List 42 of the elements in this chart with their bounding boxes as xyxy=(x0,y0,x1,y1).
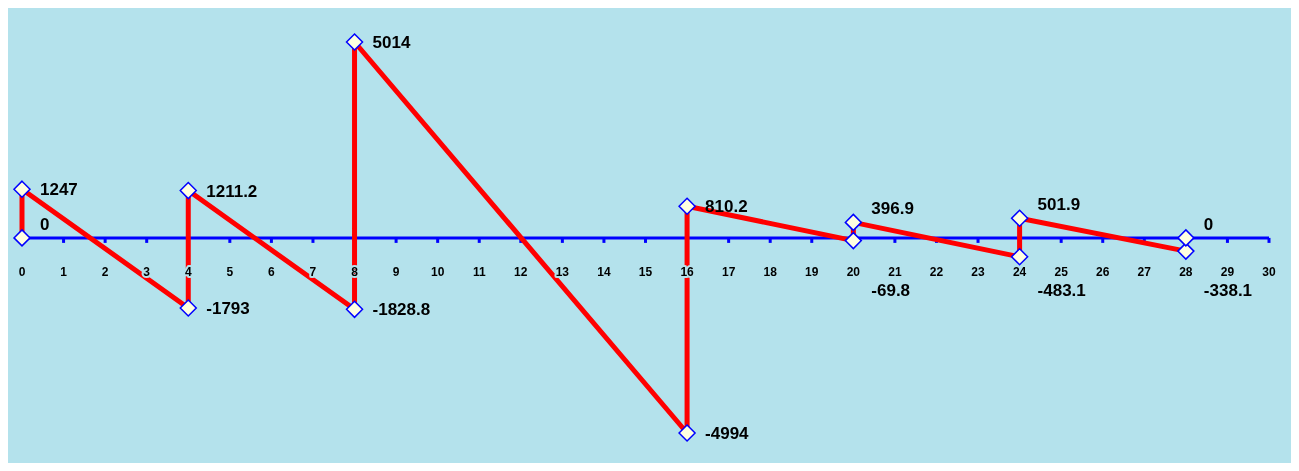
x-tick-label: 2 xyxy=(101,264,109,279)
x-tick-label: 20 xyxy=(846,264,861,279)
data-label: -69.8 xyxy=(871,280,911,300)
x-tick-label: 18 xyxy=(763,264,778,279)
x-tick-label: 15 xyxy=(638,264,653,279)
data-label: -483.1 xyxy=(1037,280,1086,300)
x-tick-label: 25 xyxy=(1054,264,1069,279)
data-label: 810.2 xyxy=(705,197,748,217)
data-label: 1247 xyxy=(40,180,78,200)
data-label: 1211.2 xyxy=(206,181,258,201)
x-tick-label: 5 xyxy=(226,264,234,279)
x-tick-label: 23 xyxy=(971,264,986,279)
data-label: 0 xyxy=(1203,214,1214,234)
x-tick-label: 22 xyxy=(929,264,944,279)
x-tick-label: 13 xyxy=(555,264,570,279)
x-tick-label: 29 xyxy=(1220,264,1235,279)
x-tick-label: 12 xyxy=(514,264,528,279)
x-tick-label: 19 xyxy=(805,264,819,279)
x-tick-label: 17 xyxy=(721,264,736,279)
x-tick-label: 3 xyxy=(143,264,151,279)
x-tick-label: 30 xyxy=(1262,264,1276,279)
x-tick-label: 14 xyxy=(597,264,611,279)
data-label: -338.1 xyxy=(1203,280,1253,300)
x-tick-label: 7 xyxy=(309,264,317,279)
data-label: 501.9 xyxy=(1037,195,1081,215)
x-tick-label: 1 xyxy=(60,264,68,279)
x-tick-label: 11 xyxy=(472,264,486,279)
x-tick-label: 21 xyxy=(888,264,902,279)
data-label: -4994 xyxy=(705,424,750,443)
x-tick-label: 6 xyxy=(268,264,276,279)
x-tick-label: 28 xyxy=(1179,264,1193,279)
x-tick-label: 0 xyxy=(18,264,26,279)
x-tick-label: 26 xyxy=(1096,264,1110,279)
data-label: 0 xyxy=(40,214,50,234)
data-label: -1828.8 xyxy=(372,300,431,320)
data-label: -1793 xyxy=(206,298,250,318)
x-tick-label: 27 xyxy=(1137,264,1152,279)
x-tick-label: 10 xyxy=(430,264,445,279)
x-tick-label: 9 xyxy=(392,264,400,279)
data-label: 396.9 xyxy=(871,199,914,219)
x-tick-label: 24 xyxy=(1012,264,1027,279)
data-label: 5014 xyxy=(372,33,411,52)
